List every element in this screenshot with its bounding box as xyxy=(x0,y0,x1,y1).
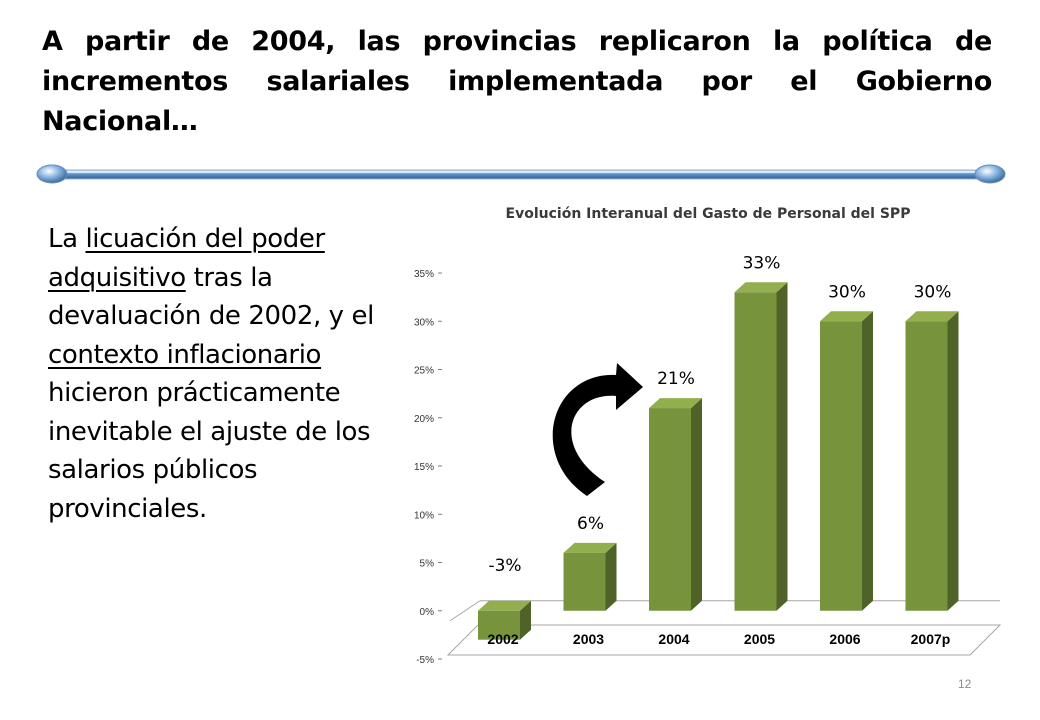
salary-growth-chart: Evolución Interanual del Gasto de Person… xyxy=(414,206,1002,666)
bar-front xyxy=(820,321,862,611)
bar-side xyxy=(605,542,617,611)
baseline-depth xyxy=(449,600,481,622)
y-tick-label: 10% xyxy=(414,510,434,521)
x-tick-label: 2003 xyxy=(573,631,604,647)
slide-title: A partir de 2004, las provincias replica… xyxy=(42,26,992,137)
x-axis: 2002 2003 2004 2005 2006 2007p xyxy=(487,631,950,647)
y-tick-label: 30% xyxy=(414,317,434,328)
bar-top xyxy=(478,600,531,611)
y-tick-label: 35% xyxy=(414,269,434,280)
bar-side xyxy=(691,398,702,611)
curved-arrow-annotation xyxy=(552,363,643,496)
underlined-phrase-purchasing-power: licuación del poder adquisitivo xyxy=(48,224,325,293)
y-tick-label: 25% xyxy=(414,366,434,377)
page-number: 12 xyxy=(958,677,972,691)
bar-top xyxy=(734,282,788,293)
x-tick-label: 2006 xyxy=(829,631,860,647)
bar-2002 xyxy=(478,600,531,640)
bar-front xyxy=(478,610,520,640)
underlined-phrase-inflation-context: contexto inflacionario xyxy=(48,339,322,370)
bar-2003 xyxy=(563,542,617,611)
y-tick-label: 0% xyxy=(420,607,435,618)
data-label: -3% xyxy=(488,556,521,576)
data-labels: -3% 6% 21% 33% 30% 30% xyxy=(488,253,951,575)
bar-top xyxy=(820,311,873,322)
bar-front xyxy=(563,552,606,611)
bar-side xyxy=(862,311,873,611)
x-tick-label: 2004 xyxy=(658,631,689,647)
y-tick-label: 15% xyxy=(414,462,434,473)
x-tick-label: 2005 xyxy=(744,631,775,647)
body-text-part: hicieron prácticamente inevitable el aju… xyxy=(48,378,371,524)
category-floor xyxy=(446,624,1002,656)
chart-title: Evolución Interanual del Gasto de Person… xyxy=(506,206,911,222)
bar-side xyxy=(520,600,531,640)
y-tick-label: 5% xyxy=(420,559,435,570)
bar-side xyxy=(776,282,788,611)
bar-2007p xyxy=(905,311,959,611)
bar-front xyxy=(734,292,777,611)
body-text-part: La xyxy=(48,224,86,254)
bar-front xyxy=(905,321,948,611)
y-tick-label: -5% xyxy=(416,655,434,666)
title-divider xyxy=(36,164,1006,184)
data-label: 30% xyxy=(914,282,952,302)
body-text: La licuación del poder adquisitivo tras … xyxy=(48,220,388,528)
x-tick-label: 2007p xyxy=(911,631,951,647)
bar-front xyxy=(649,408,691,611)
bar-2004 xyxy=(649,398,702,611)
data-label: 33% xyxy=(743,253,781,273)
body-text-part: tras la devaluación de 2002, y el xyxy=(48,262,374,332)
bar-top xyxy=(563,542,617,553)
bar-2006 xyxy=(820,311,873,611)
y-axis: -5% 0% 5% 10% 15% 20% 25% 30% 35% xyxy=(414,269,442,666)
data-label: 6% xyxy=(577,514,604,534)
bars xyxy=(478,282,959,640)
bar-side xyxy=(947,311,959,611)
data-label: 30% xyxy=(828,282,866,302)
bar-top xyxy=(905,311,959,322)
bar-top xyxy=(649,398,702,409)
y-tick-label: 20% xyxy=(414,414,434,425)
data-label: 21% xyxy=(657,369,695,389)
bar-2005 xyxy=(734,282,788,611)
x-tick-label: 2002 xyxy=(487,631,518,647)
